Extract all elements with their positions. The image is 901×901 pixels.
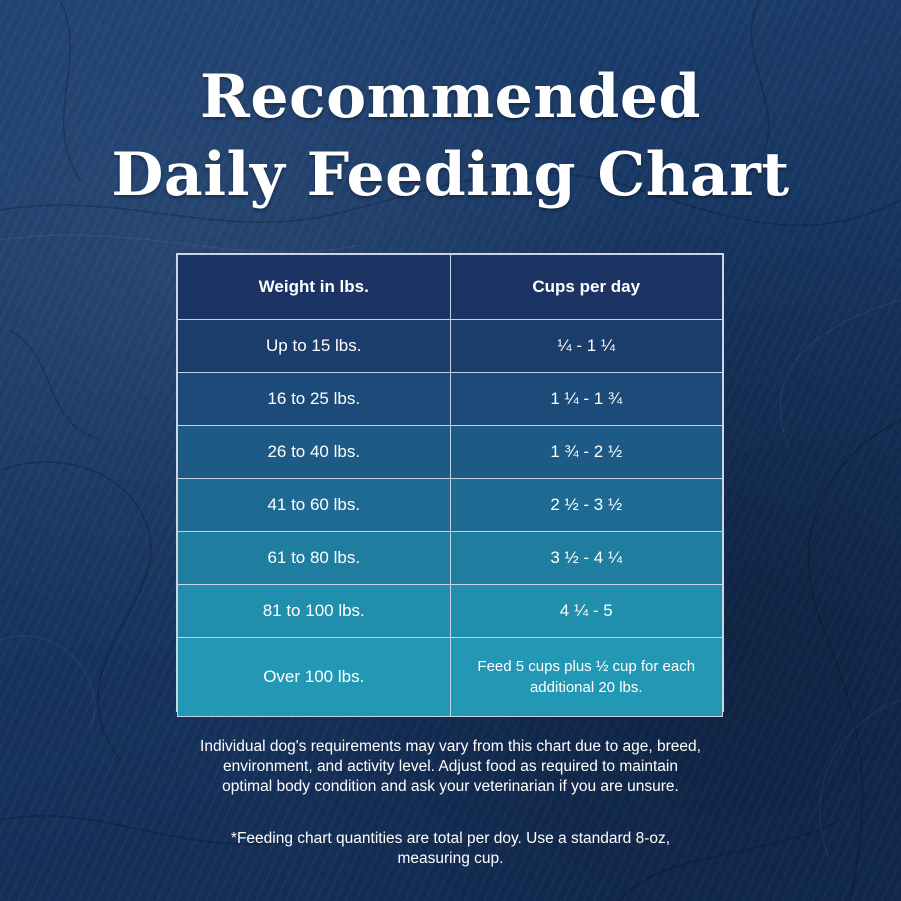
weight-cell: 16 to 25 lbs. bbox=[177, 372, 451, 426]
table-row: 61 to 80 lbs. 3 ½ - 4 ¼ bbox=[177, 531, 723, 585]
feeding-chart-table: Weight in lbs. Cups per day Up to 15 lbs… bbox=[176, 253, 724, 717]
cups-cell: 1 ¼ - 1 ¾ bbox=[449, 372, 723, 426]
table-row: 16 to 25 lbs. 1 ¼ - 1 ¾ bbox=[177, 372, 723, 426]
cups-cell: ¼ - 1 ¼ bbox=[449, 319, 723, 373]
table-row: 41 to 60 lbs. 2 ½ - 3 ½ bbox=[177, 478, 723, 532]
feeding-table: Weight in lbs. Cups per day Up to 15 lbs… bbox=[177, 254, 723, 717]
measuring-note: *Feeding chart quantities are total per … bbox=[230, 830, 671, 867]
cups-cell: 1 ¾ - 2 ½ bbox=[449, 425, 723, 479]
table-row: Up to 15 lbs. ¼ - 1 ¼ bbox=[177, 319, 723, 373]
table-body: Up to 15 lbs. ¼ - 1 ¼ 16 to 25 lbs. 1 ¼ - 1… bbox=[177, 319, 723, 717]
cups-cell: 4 ¼ - 5 bbox=[449, 584, 723, 638]
title-line-1: Recommended bbox=[200, 62, 701, 132]
table-row: 81 to 100 lbs. 4 ¼ - 5 bbox=[177, 584, 723, 638]
weight-cell: Over 100 lbs. bbox=[177, 637, 451, 717]
weight-cell: Up to 15 lbs. bbox=[177, 319, 451, 373]
header-weight: Weight in lbs. bbox=[177, 254, 451, 320]
table-row: 26 to 40 lbs. 1 ¾ - 2 ½ bbox=[177, 425, 723, 479]
page-title: Recommended Daily Feeding Chart bbox=[0, 58, 901, 214]
cups-cell: Feed 5 cups plus ½ cup for each addition… bbox=[449, 637, 723, 717]
weight-cell: 61 to 80 lbs. bbox=[177, 531, 451, 585]
cups-cell: 3 ½ - 4 ¼ bbox=[449, 531, 723, 585]
table-row: Over 100 lbs. Feed 5 cups plus ½ cup for … bbox=[177, 637, 723, 717]
weight-cell: 81 to 100 lbs. bbox=[177, 584, 451, 638]
table-header-row: Weight in lbs. Cups per day bbox=[177, 254, 723, 320]
header-cups: Cups per day bbox=[449, 254, 723, 320]
title-line-2: Daily Feeding Chart bbox=[111, 140, 790, 210]
cups-cell: 2 ½ - 3 ½ bbox=[449, 478, 723, 532]
weight-cell: 41 to 60 lbs. bbox=[177, 478, 451, 532]
weight-cell: 26 to 40 lbs. bbox=[177, 425, 451, 479]
disclaimer-text: Individual dog's requirements may vary f… bbox=[200, 738, 701, 795]
